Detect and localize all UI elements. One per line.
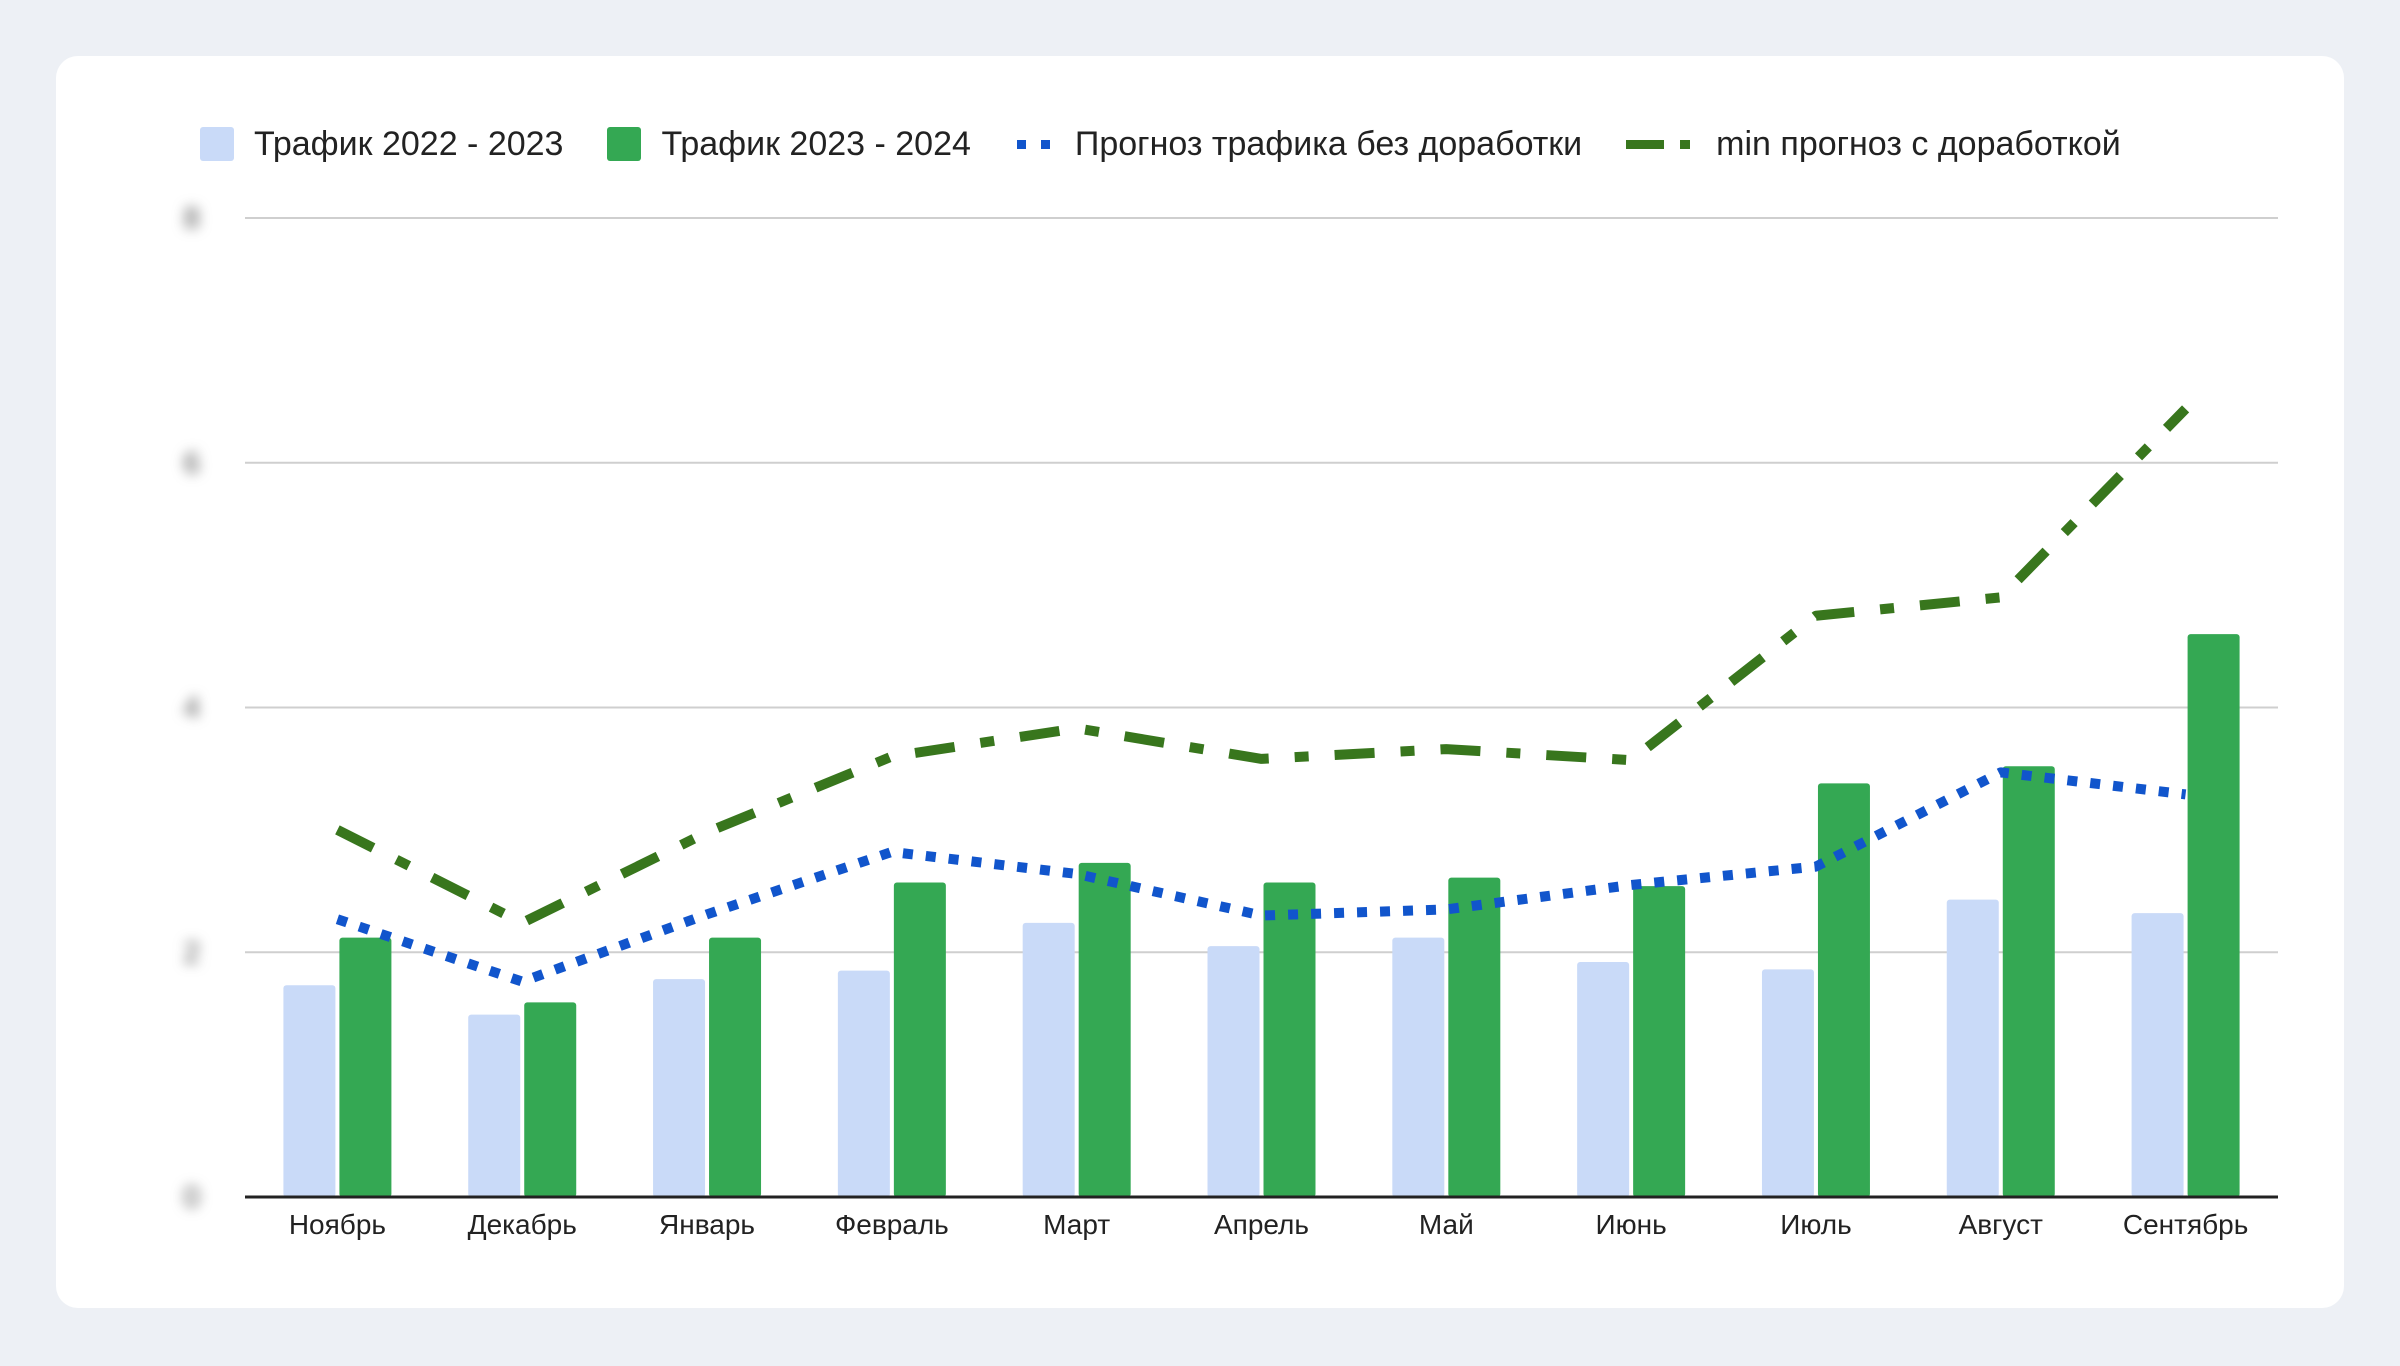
- bar-2: [709, 937, 762, 1197]
- bar-1: [837, 970, 890, 1197]
- forecast-line-with-improvement: [335, 405, 2190, 928]
- legend-item-traffic-2022-2023[interactable]: Трафик 2022 - 2023: [200, 125, 563, 164]
- x-tick-label: Июнь: [1596, 1209, 1667, 1240]
- bar-1: [653, 979, 706, 1197]
- legend-swatch-dash-dot-line: [1626, 140, 1691, 149]
- forecast-line-without-improvement: [335, 767, 2187, 987]
- bar-2: [1263, 882, 1316, 1197]
- y-tick-label: 4: [183, 692, 200, 725]
- bar-1: [283, 985, 336, 1197]
- legend-swatch-green: [607, 127, 642, 161]
- chart-legend: Трафик 2022 - 2023 Трафик 2023 - 2024 Пр…: [200, 120, 2165, 168]
- x-tick-label: Май: [1419, 1209, 1474, 1240]
- bar-1: [1022, 922, 1075, 1197]
- x-tick-label: Январь: [659, 1209, 755, 1240]
- bar-2: [1633, 886, 1686, 1197]
- bar-2: [1448, 877, 1501, 1197]
- bar-1: [1761, 969, 1814, 1197]
- bar-1: [1577, 962, 1630, 1197]
- legend-label: Прогноз трафика без доработки: [1074, 124, 1583, 163]
- x-tick-label: Февраль: [835, 1209, 949, 1240]
- bar-1: [468, 1014, 521, 1197]
- bar-2: [524, 1002, 577, 1197]
- bar-2: [893, 882, 946, 1197]
- y-tick-label: 2: [183, 936, 200, 969]
- legend-item-min-forecast-with-improvement[interactable]: min прогноз с доработкой: [1626, 125, 2121, 164]
- legend-item-traffic-2023-2024[interactable]: Трафик 2023 - 2024: [607, 124, 971, 164]
- bar-1: [1207, 946, 1260, 1197]
- bar-1: [1946, 899, 1999, 1197]
- y-tick-label: 6: [183, 447, 200, 480]
- x-tick-label: Сентябрь: [2123, 1209, 2248, 1240]
- bar-2: [2187, 634, 2240, 1197]
- y-tick-label: 0: [183, 1181, 200, 1214]
- bar-1: [2131, 913, 2184, 1197]
- bar-2: [2002, 766, 2055, 1197]
- x-tick-label: Апрель: [1214, 1209, 1309, 1240]
- x-tick-label: Декабрь: [468, 1209, 577, 1240]
- bar-2: [1817, 783, 1870, 1197]
- bar-2: [1078, 862, 1131, 1197]
- legend-item-forecast-without-improvement[interactable]: Прогноз трафика без доработки: [1015, 125, 1582, 164]
- x-tick-label: Ноябрь: [289, 1209, 386, 1240]
- x-tick-label: Июль: [1780, 1209, 1851, 1240]
- legend-label: Трафик 2023 - 2024: [661, 124, 971, 163]
- legend-label: min прогноз с доработкой: [1716, 124, 2121, 163]
- bar-2: [339, 937, 392, 1197]
- legend-swatch-light-blue: [200, 127, 234, 161]
- y-tick-label: 8: [183, 202, 200, 235]
- x-tick-label: Август: [1959, 1209, 2043, 1240]
- legend-label: Трафик 2022 - 2023: [254, 124, 564, 163]
- x-tick-label: Март: [1043, 1209, 1110, 1240]
- legend-swatch-dotted-line: [1016, 140, 1050, 149]
- bar-1: [1392, 937, 1445, 1197]
